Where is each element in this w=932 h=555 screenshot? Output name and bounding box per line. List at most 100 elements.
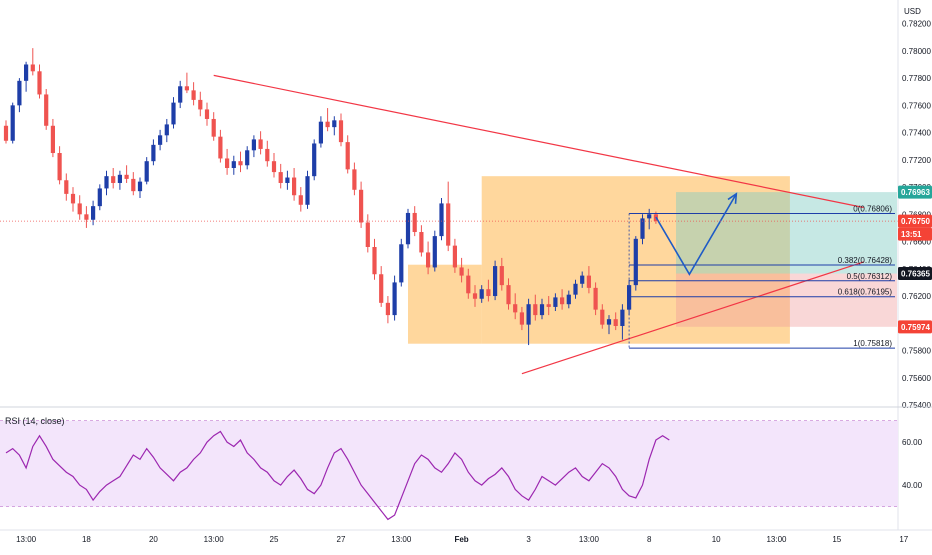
price-axis[interactable]: [898, 0, 932, 530]
candle[interactable]: [218, 129, 223, 163]
candle[interactable]: [278, 163, 283, 189]
candle[interactable]: [245, 146, 250, 170]
candle[interactable]: [151, 139, 156, 166]
candle[interactable]: [359, 181, 364, 228]
candle[interactable]: [10, 102, 15, 144]
candle[interactable]: [466, 268, 471, 299]
candle[interactable]: [385, 296, 390, 324]
candle[interactable]: [57, 146, 62, 185]
candle[interactable]: [426, 241, 431, 275]
candle[interactable]: [70, 187, 76, 212]
candle[interactable]: [198, 91, 203, 117]
candle[interactable]: [513, 293, 518, 320]
candle[interactable]: [647, 208, 652, 230]
candle[interactable]: [117, 170, 122, 190]
candle[interactable]: [573, 279, 578, 299]
candle[interactable]: [178, 80, 183, 109]
candle[interactable]: [251, 135, 256, 158]
candle[interactable]: [613, 312, 618, 331]
candle[interactable]: [44, 89, 49, 130]
candle[interactable]: [606, 315, 612, 335]
candle[interactable]: [506, 278, 511, 310]
candle[interactable]: [50, 118, 55, 158]
candle[interactable]: [332, 116, 337, 136]
candle[interactable]: [586, 266, 591, 294]
candle[interactable]: [446, 181, 451, 252]
candle[interactable]: [298, 187, 303, 212]
candle[interactable]: [225, 148, 230, 175]
candle[interactable]: [580, 271, 585, 288]
candle[interactable]: [493, 260, 498, 301]
candle[interactable]: [285, 170, 290, 190]
candle[interactable]: [24, 61, 29, 92]
candle[interactable]: [399, 238, 404, 287]
candle[interactable]: [211, 112, 216, 141]
candle[interactable]: [546, 296, 551, 316]
candle[interactable]: [318, 116, 323, 148]
candle[interactable]: [459, 257, 464, 283]
candle[interactable]: [405, 208, 411, 249]
candle[interactable]: [593, 282, 598, 316]
candle[interactable]: [164, 118, 169, 143]
candle[interactable]: [305, 170, 310, 209]
candle[interactable]: [131, 172, 136, 196]
candle[interactable]: [37, 64, 42, 99]
candle[interactable]: [104, 170, 109, 196]
candle[interactable]: [3, 120, 9, 144]
candle[interactable]: [600, 304, 605, 329]
candle[interactable]: [439, 197, 444, 241]
candle[interactable]: [325, 108, 330, 132]
candle[interactable]: [553, 293, 558, 312]
candle[interactable]: [499, 257, 504, 291]
candle[interactable]: [292, 168, 297, 201]
candle[interactable]: [271, 153, 277, 178]
candle[interactable]: [84, 206, 89, 228]
candle[interactable]: [432, 230, 437, 272]
candle[interactable]: [479, 285, 484, 303]
candle[interactable]: [144, 157, 149, 185]
candle[interactable]: [560, 289, 565, 310]
candle[interactable]: [30, 48, 35, 76]
candle[interactable]: [486, 279, 491, 302]
candle[interactable]: [171, 97, 176, 129]
candle[interactable]: [365, 214, 370, 253]
candle[interactable]: [265, 140, 270, 167]
projection-path[interactable]: [655, 193, 737, 276]
trendline-1[interactable]: [213, 74, 864, 209]
candle[interactable]: [204, 102, 210, 126]
candle[interactable]: [97, 184, 102, 211]
candle[interactable]: [392, 275, 397, 321]
candle[interactable]: [111, 168, 116, 189]
candle[interactable]: [452, 238, 457, 273]
candle[interactable]: [533, 294, 538, 321]
candle[interactable]: [238, 151, 243, 173]
candle[interactable]: [137, 177, 143, 198]
candle[interactable]: [77, 195, 82, 220]
candle[interactable]: [312, 139, 317, 181]
candle[interactable]: [566, 290, 571, 309]
candle[interactable]: [633, 236, 638, 291]
candle[interactable]: [352, 162, 357, 196]
candle[interactable]: [640, 214, 645, 245]
candle[interactable]: [191, 82, 196, 106]
candle[interactable]: [539, 298, 545, 320]
candle[interactable]: [472, 285, 478, 307]
candle[interactable]: [184, 72, 189, 94]
candle[interactable]: [379, 266, 384, 307]
candle[interactable]: [64, 173, 69, 201]
consolidation-zone[interactable]: [408, 264, 482, 344]
candle[interactable]: [231, 155, 236, 175]
candle[interactable]: [419, 225, 424, 257]
candle[interactable]: [158, 129, 163, 151]
candle[interactable]: [526, 298, 531, 346]
candle[interactable]: [620, 304, 625, 340]
candle[interactable]: [345, 135, 350, 174]
candle[interactable]: [258, 131, 263, 155]
candle[interactable]: [338, 113, 344, 147]
time-axis[interactable]: 13:00 18 20 13:00 25 27 13:00 Feb 3 13:00 8 10 13:00…: [16, 535, 909, 544]
candle[interactable]: [519, 306, 524, 331]
candle[interactable]: [124, 165, 129, 183]
candle[interactable]: [372, 238, 377, 280]
candle[interactable]: [17, 78, 22, 113]
rsi-label[interactable]: RSI (14, close): [5, 416, 65, 426]
